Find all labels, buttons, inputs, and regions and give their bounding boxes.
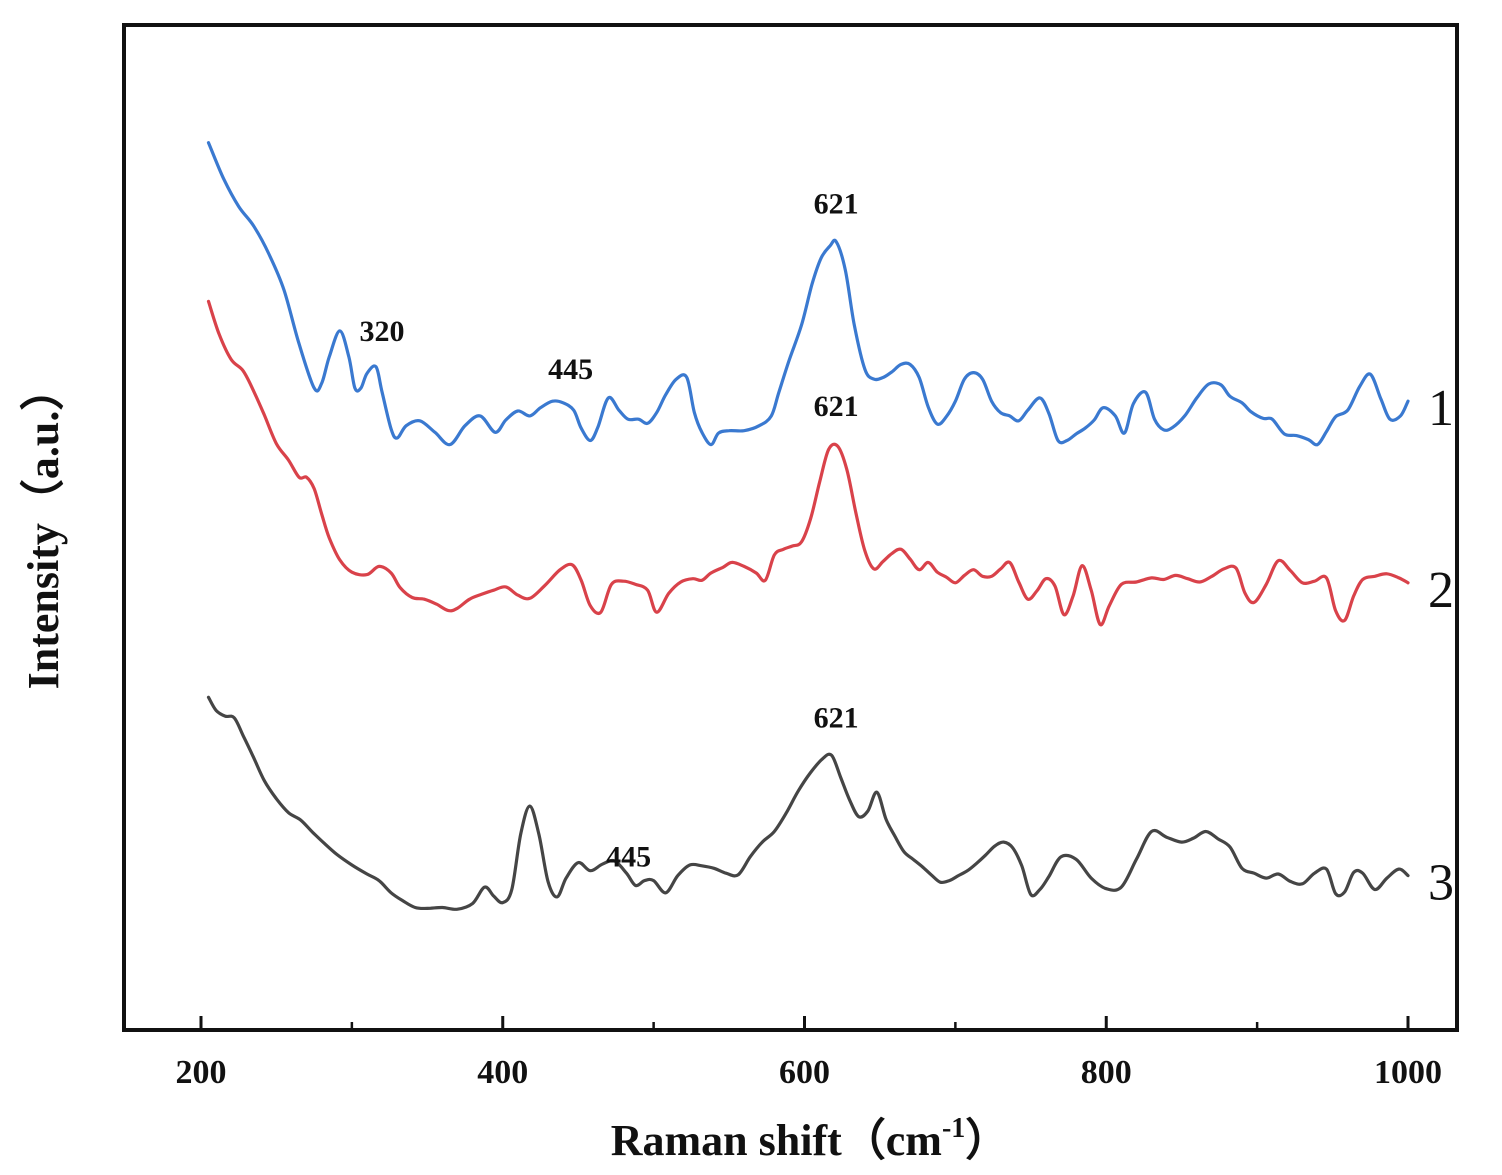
x-tick-label: 1000 bbox=[1374, 1054, 1442, 1091]
series-label-2: 2 bbox=[1428, 562, 1454, 619]
series-line-1 bbox=[206, 141, 1410, 447]
x-axis-title-text: Raman shift（cm bbox=[611, 1116, 942, 1165]
x-tick-label: 400 bbox=[477, 1054, 528, 1091]
series-group bbox=[206, 141, 1410, 911]
x-axis-title-superscript: -1 bbox=[942, 1113, 965, 1144]
series-line-2 bbox=[206, 299, 1410, 627]
peak-annotations: 621 320 445 621 621 445 bbox=[360, 188, 859, 874]
peak-label-2-621: 621 bbox=[814, 390, 859, 423]
series-labels: 1 2 3 bbox=[1428, 380, 1454, 911]
plot-frame bbox=[122, 23, 1459, 1032]
peak-label-3-621: 621 bbox=[814, 701, 859, 734]
series-line-3 bbox=[206, 695, 1410, 911]
x-axis-title: Raman shift（cm-1） bbox=[611, 1113, 1010, 1165]
peak-label-1-445: 445 bbox=[548, 353, 593, 386]
peak-label-1-621: 621 bbox=[814, 188, 859, 221]
x-axis-ticks: 200 400 600 800 1000 bbox=[176, 1016, 1442, 1091]
x-tick-label: 800 bbox=[1081, 1054, 1132, 1091]
x-tick-label: 200 bbox=[176, 1054, 227, 1091]
series-label-3: 3 bbox=[1428, 855, 1454, 912]
x-axis-title-close: ） bbox=[965, 1116, 1009, 1165]
series-label-1: 1 bbox=[1428, 380, 1454, 437]
y-axis-title: Intensity（a.u.） bbox=[19, 367, 68, 690]
peak-label-1-320: 320 bbox=[360, 315, 405, 348]
peak-label-3-445: 445 bbox=[606, 841, 651, 874]
x-tick-label: 600 bbox=[779, 1054, 830, 1091]
